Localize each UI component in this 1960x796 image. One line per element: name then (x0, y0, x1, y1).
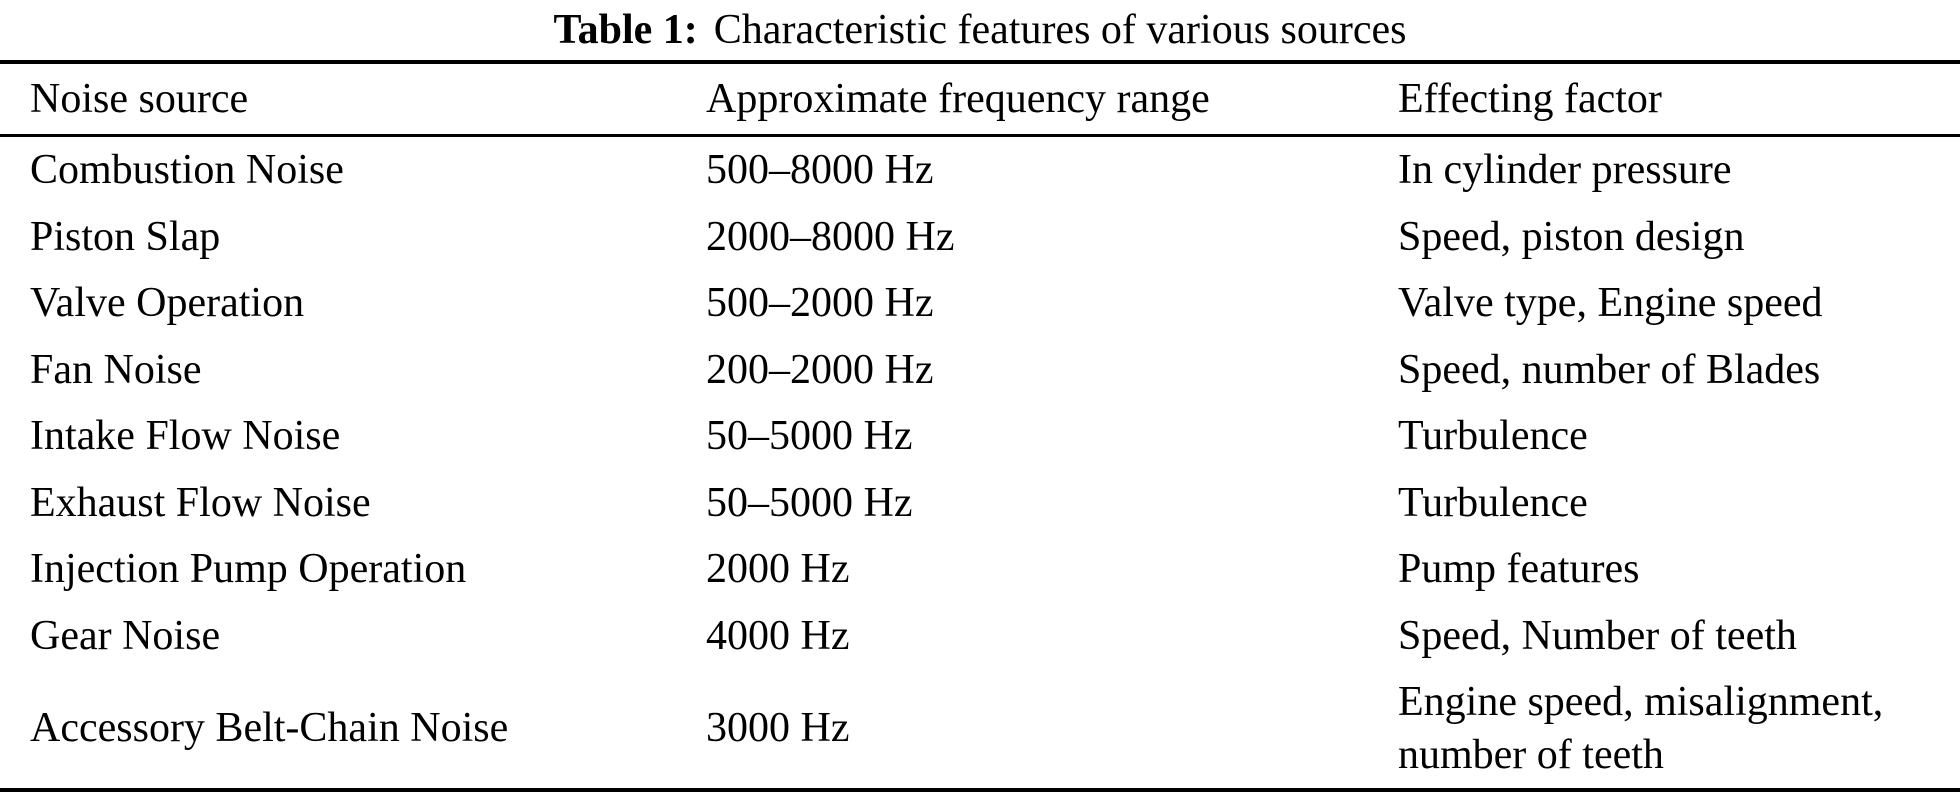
cell-noise-source: Intake Flow Noise (30, 413, 341, 459)
cell-effecting-factor: Engine speed, misalignment, number of te… (1398, 679, 1884, 778)
header-noise-source: Noise source (0, 62, 706, 137)
table-row: Piston Slap 2000–8000 Hz Speed, piston des… (0, 204, 1960, 271)
table-row: Intake Flow Noise 50–5000 Hz Turbulence (0, 403, 1960, 470)
cell-effecting-factor: Turbulence (1398, 413, 1588, 459)
cell-frequency-range: 4000 Hz (706, 612, 850, 659)
cell-frequency-range: 200–2000 Hz (706, 346, 934, 393)
header-row: Noise source Approximate frequency range… (0, 62, 1960, 137)
cell-frequency-range: 2000–8000 Hz (706, 213, 955, 260)
cell-effecting-factor: Turbulence (1398, 479, 1588, 526)
cell-frequency-range: 2000 Hz (706, 546, 850, 592)
cell-frequency-range: 50–5000 Hz (706, 413, 913, 459)
table-row: Exhaust Flow Noise 50–5000 Hz Turbulence (0, 470, 1960, 537)
table-body: Combustion Noise 500–8000 Hz In cylinder p… (0, 136, 1960, 791)
cell-noise-source: Accessory Belt-Chain Noise (30, 705, 509, 752)
cell-frequency-range: 500–8000 Hz (706, 147, 934, 193)
header-effecting-factor: Effecting factor (1398, 62, 1960, 137)
cell-effecting-factor: Speed, Number of teeth (1398, 612, 1797, 659)
cell-frequency-range: 50–5000 Hz (706, 479, 913, 526)
cell-effecting-factor: Pump features (1398, 546, 1640, 592)
table-row: Combustion Noise 500–8000 Hz In cylinder p… (0, 136, 1960, 204)
cell-frequency-range: 3000 Hz (706, 705, 850, 752)
table-row: Injection Pump Operation 2000 Hz Pump feat… (0, 536, 1960, 603)
table-row: Valve Operation 500–2000 Hz Valve type, En… (0, 270, 1960, 337)
cell-noise-source: Exhaust Flow Noise (30, 479, 371, 526)
cell-noise-source: Combustion Noise (30, 147, 344, 193)
cell-noise-source: Gear Noise (30, 612, 221, 659)
cell-effecting-factor: Speed, number of Blades (1398, 346, 1821, 393)
table-row: Gear Noise 4000 Hz Speed, Number of teeth (0, 603, 1960, 670)
cell-noise-source: Piston Slap (30, 213, 221, 260)
cell-effecting-factor: In cylinder pressure (1398, 147, 1732, 193)
cell-effecting-factor: Speed, piston design (1398, 213, 1745, 260)
cell-effecting-factor: Valve type, Engine speed (1398, 280, 1823, 326)
table-caption-text: Characteristic features of various sourc… (713, 7, 1407, 53)
cell-noise-source: Injection Pump Operation (30, 546, 467, 592)
table-row: Accessory Belt-Chain Noise 3000 Hz Engine … (0, 669, 1960, 790)
table-row: Fan Noise 200–2000 Hz Speed, number of Bla… (0, 337, 1960, 404)
header-frequency-range: Approximate frequency range (706, 62, 1398, 137)
cell-noise-source: Valve Operation (30, 280, 305, 326)
characteristics-table: Noise source Approximate frequency range… (0, 60, 1960, 792)
table-caption-label: Table 1: (553, 7, 698, 53)
table-caption: Table 1: Characteristic features of vario… (0, 0, 1960, 60)
cell-frequency-range: 500–2000 Hz (706, 280, 934, 326)
cell-noise-source: Fan Noise (30, 346, 202, 393)
